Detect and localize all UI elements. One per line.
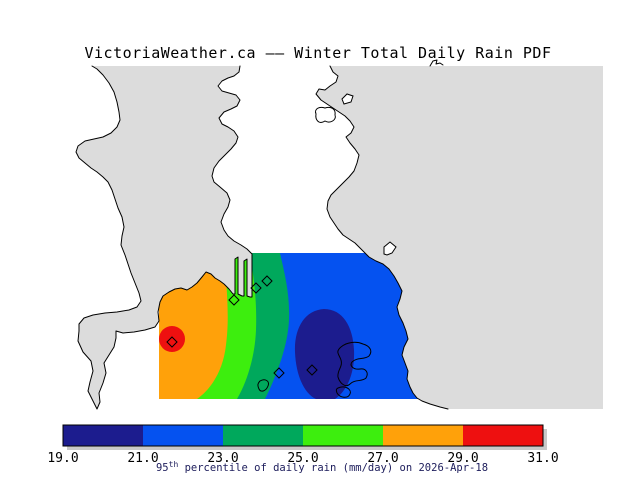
colorbar-segment (383, 425, 463, 446)
caption-superscript: th (169, 460, 179, 469)
station-marker (228, 294, 240, 306)
caption-rest: percentile of daily rain (mm/day) on 202… (178, 462, 488, 474)
colorbar-border (62, 424, 544, 447)
figure-title: VictoriaWeather.ca —— Winter Total Daily… (84, 44, 551, 62)
band-27-29 (159, 253, 228, 399)
islet-wedge (383, 241, 397, 256)
colorbar: 19.0 21.0 23.0 25.0 27.0 29.0 31.0 95th … (47, 424, 559, 474)
station-marker (306, 364, 318, 376)
station-marker (273, 367, 285, 379)
islet (341, 93, 354, 105)
colorbar-segment (303, 425, 383, 446)
coastline-fragment-top (429, 59, 444, 67)
colorbar-segments (63, 425, 543, 446)
colorbar-segment (463, 425, 543, 446)
band-19-21-minimum (294, 309, 355, 399)
station-markers (166, 275, 318, 379)
colorbar-tick: 23.0 (207, 451, 238, 466)
islet-outline-over-field-2 (335, 386, 351, 398)
coastline-east (315, 65, 449, 410)
station-marker (261, 275, 273, 287)
colorbar-tick: 29.0 (447, 451, 478, 466)
colorbar-tick: 31.0 (527, 451, 558, 466)
islet-outline-over-field (337, 341, 372, 387)
colorbar-tick: 25.0 (287, 451, 318, 466)
water-body-east (316, 66, 603, 409)
band-29-31-maximum (159, 326, 185, 352)
island-group (315, 106, 336, 123)
contour-field (159, 253, 419, 399)
colorbar-segment (63, 425, 143, 446)
colorbar-tick-labels: 19.0 21.0 23.0 25.0 27.0 29.0 31.0 (47, 451, 558, 466)
station-marker (166, 336, 178, 348)
colorbar-segment (223, 425, 303, 446)
colorbar-tick: 19.0 (47, 451, 78, 466)
colorbar-tick: 21.0 (127, 451, 158, 466)
coastline-west (75, 65, 253, 410)
water-body-west (76, 66, 252, 409)
colorbar-caption: 95th percentile of daily rain (mm/day) o… (156, 460, 488, 474)
colorbar-tick: 27.0 (367, 451, 398, 466)
station-marker (250, 282, 262, 294)
colorbar-segment (143, 425, 223, 446)
caption-base: 95 (156, 462, 169, 474)
islet-outline-over-field-3 (257, 379, 269, 392)
